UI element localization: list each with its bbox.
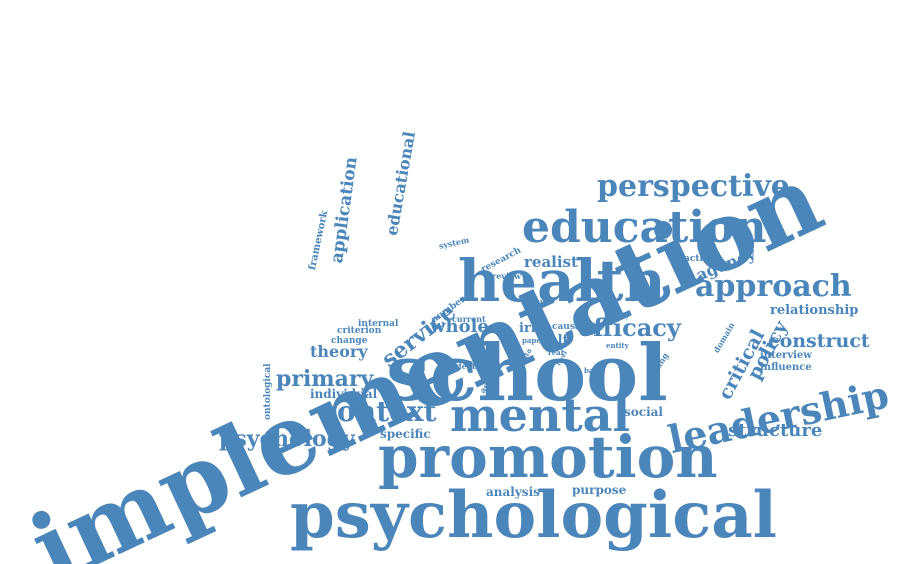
word-mental: mental [450,388,630,442]
word-theory: theory [310,342,368,361]
word-social: social [624,405,663,419]
word-self: self [542,333,569,348]
word-leadership: leadership [664,371,893,463]
word-entity: entity [606,341,629,350]
word-approach: approach [695,269,852,304]
word-specific: specific [380,427,431,441]
word-ontological: ontological [263,363,273,420]
word-realist: realist [524,253,578,271]
word-irish: irish [519,321,553,336]
word-psychological: psychological [290,478,777,553]
word-school: school [386,328,668,419]
word-current: current [452,314,486,324]
word-relationship: relationship [770,303,859,318]
word-causal: causal [552,322,585,332]
word-analysis: analysis [486,485,540,499]
word-health: health [458,247,666,315]
word-internal: internal [358,319,399,329]
word-perspective: perspective [597,169,790,204]
word-study: study [608,311,630,320]
word-psychology: psychology [219,426,355,452]
word-depth: depth [456,361,482,371]
word-change: change [331,336,368,346]
word-primary: primary [276,366,374,392]
word-promotion: promotion [378,423,718,491]
word-educational: educational [382,129,420,237]
word-practice: practice [673,254,715,264]
word-basis: basis [584,366,604,375]
word-domain: domain [711,320,737,355]
word-review: review [492,271,521,281]
word-efficacy: efficacy [578,313,681,342]
word-influence: influence [760,362,812,373]
word-individual: individual [310,387,378,401]
word-interview: interview [760,350,812,361]
word-application: application [327,155,362,265]
word-real: real [548,348,564,357]
word-purpose: purpose [572,483,627,497]
word-paper: paper [522,336,545,345]
word-construct: construct [768,330,870,352]
word-education: education [522,202,767,253]
word-whole: whole [430,316,489,337]
word-context: context [320,395,437,428]
word-criterion: criterion [337,326,382,336]
word-focus: focus [528,297,549,306]
word-structure: structure [728,420,823,441]
word-framework: framework [307,209,331,272]
